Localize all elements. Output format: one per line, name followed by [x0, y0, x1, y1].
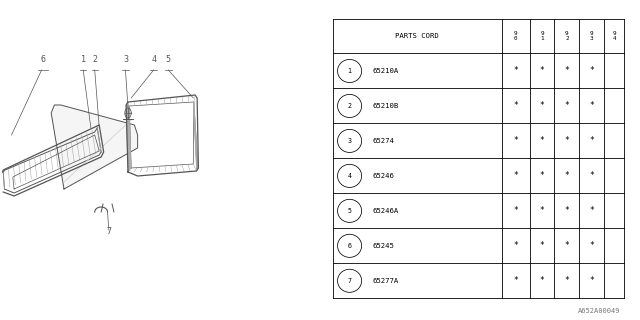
- Text: *: *: [540, 101, 545, 110]
- Text: 65274: 65274: [373, 138, 395, 144]
- Text: *: *: [564, 136, 569, 145]
- Text: 7: 7: [348, 278, 351, 284]
- Text: 3: 3: [123, 55, 128, 64]
- Text: 2: 2: [92, 55, 97, 64]
- Text: 6: 6: [40, 55, 45, 64]
- Text: 1: 1: [81, 55, 86, 64]
- Text: 1: 1: [348, 68, 351, 74]
- Text: *: *: [564, 172, 569, 180]
- Text: *: *: [540, 241, 545, 250]
- Text: 5: 5: [166, 55, 171, 64]
- Text: 65210A: 65210A: [373, 68, 399, 74]
- Text: 65277A: 65277A: [373, 278, 399, 284]
- Text: 2: 2: [348, 103, 351, 109]
- Text: *: *: [589, 206, 594, 215]
- Text: 65245: 65245: [373, 243, 395, 249]
- Text: *: *: [589, 241, 594, 250]
- Text: *: *: [564, 67, 569, 76]
- Text: *: *: [589, 276, 594, 285]
- Text: 6: 6: [348, 243, 351, 249]
- Polygon shape: [51, 105, 138, 189]
- Text: 9
3: 9 3: [590, 31, 593, 41]
- Text: PARTS CORD: PARTS CORD: [396, 33, 439, 39]
- Text: 9
2: 9 2: [565, 31, 569, 41]
- Text: 65210B: 65210B: [373, 103, 399, 109]
- Text: 7: 7: [107, 227, 112, 236]
- Text: *: *: [540, 136, 545, 145]
- Text: *: *: [589, 172, 594, 180]
- Text: *: *: [513, 67, 518, 76]
- Text: *: *: [513, 276, 518, 285]
- Text: A652A00049: A652A00049: [579, 308, 621, 314]
- Text: 9
1: 9 1: [540, 31, 544, 41]
- Text: *: *: [540, 67, 545, 76]
- Text: 3: 3: [348, 138, 351, 144]
- Text: 9
0: 9 0: [514, 31, 518, 41]
- Text: *: *: [589, 136, 594, 145]
- Text: *: *: [540, 206, 545, 215]
- Text: *: *: [564, 101, 569, 110]
- Text: *: *: [513, 101, 518, 110]
- Text: 65246A: 65246A: [373, 208, 399, 214]
- Text: *: *: [540, 172, 545, 180]
- Text: 9
4: 9 4: [612, 31, 616, 41]
- Text: *: *: [589, 67, 594, 76]
- Text: *: *: [564, 206, 569, 215]
- Text: 4: 4: [348, 173, 351, 179]
- Text: *: *: [564, 241, 569, 250]
- Text: 65246: 65246: [373, 173, 395, 179]
- Text: *: *: [513, 241, 518, 250]
- Text: *: *: [540, 276, 545, 285]
- Text: 5: 5: [348, 208, 351, 214]
- Text: *: *: [513, 172, 518, 180]
- Text: *: *: [513, 136, 518, 145]
- Text: *: *: [513, 206, 518, 215]
- Text: 4: 4: [151, 55, 156, 64]
- Text: *: *: [589, 101, 594, 110]
- Text: *: *: [564, 276, 569, 285]
